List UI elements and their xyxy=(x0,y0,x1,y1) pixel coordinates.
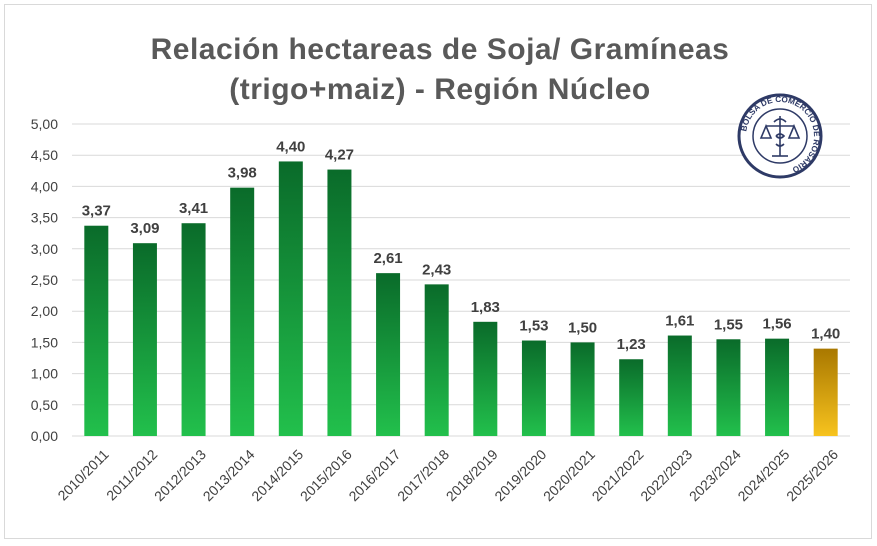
y-tick-label: 4,50 xyxy=(31,147,58,163)
x-tick-label: 2020/2021 xyxy=(540,446,598,504)
x-tick-label: 2015/2016 xyxy=(297,446,355,504)
y-tick-label: 0,50 xyxy=(31,397,58,413)
x-axis: 2010/20112011/20122012/20132013/20142014… xyxy=(54,446,841,504)
y-axis: 0,00 0,50 1,00 1,50 2,00 2,50 3,00 3,50 4,00 4,50… xyxy=(31,116,58,444)
x-tick-label: 2024/2025 xyxy=(734,446,792,504)
value-label: 1,83 xyxy=(471,299,500,316)
value-label: 1,53 xyxy=(519,318,548,335)
value-label: 2,43 xyxy=(422,261,451,278)
bar-2014-2015 xyxy=(278,161,303,436)
value-label: 1,40 xyxy=(811,326,840,343)
bar-2018-2019 xyxy=(473,321,498,436)
value-label: 4,27 xyxy=(325,147,354,164)
bar-2011-2012 xyxy=(132,243,157,436)
x-tick-label: 2018/2019 xyxy=(443,446,501,504)
value-label: 3,41 xyxy=(179,200,208,217)
chart-title-line2: (trigo+maiz) - Región Núcleo xyxy=(229,73,651,106)
value-label: 1,55 xyxy=(714,316,743,333)
value-label: 3,37 xyxy=(82,203,111,220)
y-tick-label: 1,50 xyxy=(31,334,58,350)
bar-2016-2017 xyxy=(376,273,401,436)
bars xyxy=(84,161,838,436)
value-label: 2,61 xyxy=(373,250,402,267)
x-tick-label: 2013/2014 xyxy=(200,446,258,504)
value-label: 4,40 xyxy=(276,138,305,155)
y-tick-label: 3,00 xyxy=(31,241,58,257)
x-tick-label: 2019/2020 xyxy=(491,446,549,504)
x-tick-label: 2025/2026 xyxy=(783,446,841,504)
bar-2015-2016 xyxy=(327,169,352,436)
value-labels: 3,37 3,09 3,41 3,98 4,40 4,27 2,61 2,43 1,83 1,53… xyxy=(82,138,841,353)
bar-2020-2021 xyxy=(570,342,595,436)
value-label: 1,50 xyxy=(568,319,597,336)
bar-2019-2020 xyxy=(521,340,546,436)
x-tick-label: 2014/2015 xyxy=(248,446,306,504)
x-tick-label: 2012/2013 xyxy=(151,446,209,504)
y-tick-label: 2,50 xyxy=(31,272,58,288)
bar-2022-2023 xyxy=(667,335,692,436)
y-tick-label: 4,00 xyxy=(31,178,58,194)
bar-2013-2014 xyxy=(230,187,255,436)
x-tick-label: 2010/2011 xyxy=(54,446,112,504)
value-label: 1,56 xyxy=(762,316,791,333)
bar-2012-2013 xyxy=(181,223,206,436)
value-label: 3,09 xyxy=(130,220,159,237)
value-label: 1,23 xyxy=(617,336,646,353)
bar-2024-2025 xyxy=(765,338,790,436)
x-tick-label: 2017/2018 xyxy=(394,446,452,504)
y-tick-label: 0,00 xyxy=(31,428,58,444)
bolsa-comercio-rosario-logo: BOLSA DE COMERCIO DE ROSARIO xyxy=(736,92,824,180)
chart-title-line1: Relación hectareas de Soja/ Gramíneas xyxy=(150,33,730,66)
y-tick-label: 1,00 xyxy=(31,366,58,382)
value-label: 1,61 xyxy=(665,313,694,330)
x-tick-label: 2016/2017 xyxy=(345,446,403,504)
y-tick-label: 5,00 xyxy=(31,116,58,132)
y-tick-label: 3,50 xyxy=(31,210,58,226)
x-tick-label: 2022/2023 xyxy=(637,446,695,504)
bar-2021-2022 xyxy=(619,359,644,436)
value-label: 3,98 xyxy=(228,165,257,182)
x-tick-label: 2021/2022 xyxy=(589,446,647,504)
bar-2025-2026 xyxy=(813,348,838,436)
chart-title: Relación hectareas de Soja/ Gramíneas (t… xyxy=(60,30,820,110)
y-tick-label: 2,00 xyxy=(31,303,58,319)
bar-2023-2024 xyxy=(716,339,741,436)
bar-2010-2011 xyxy=(84,225,109,436)
bar-2017-2018 xyxy=(424,284,449,436)
x-tick-label: 2023/2024 xyxy=(686,446,744,504)
